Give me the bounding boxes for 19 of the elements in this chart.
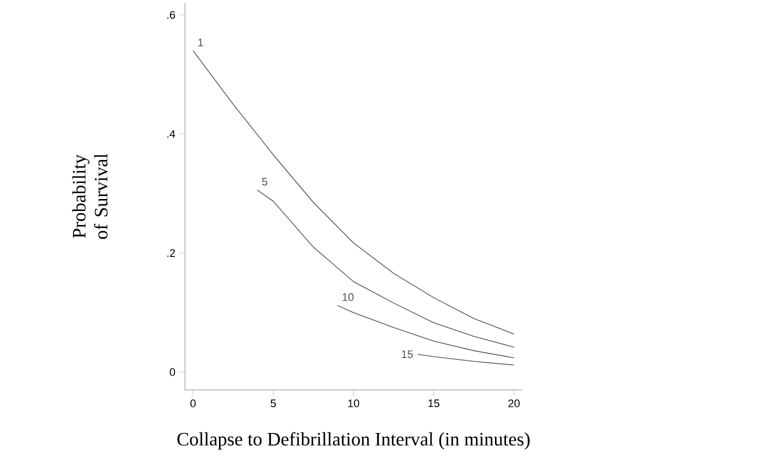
- y-tick-label: .4: [167, 130, 176, 138]
- line-series: [192, 50, 514, 334]
- x-tick-label: 10: [348, 400, 360, 408]
- series-label: 10: [342, 293, 354, 302]
- line-series: [256, 190, 514, 348]
- x-axis-title: Collapse to Defibrillation Interval (in minutes): [177, 432, 530, 450]
- x-tick-label: 20: [508, 400, 520, 408]
- y-axis-title: Probability of Survival: [72, 154, 108, 239]
- y-tick-label: 0: [170, 368, 176, 376]
- line-series: [417, 354, 514, 366]
- x-tick-label: 15: [428, 400, 440, 408]
- y-tick-label: .2: [167, 249, 175, 257]
- x-tick-label: 5: [270, 400, 276, 408]
- series-label: 5: [262, 178, 268, 186]
- series-label: 1: [198, 38, 203, 46]
- x-tick-label: 0: [190, 400, 196, 408]
- line-series: [337, 305, 514, 358]
- y-tick-label: .6: [167, 11, 176, 19]
- series-label: 15: [402, 350, 413, 358]
